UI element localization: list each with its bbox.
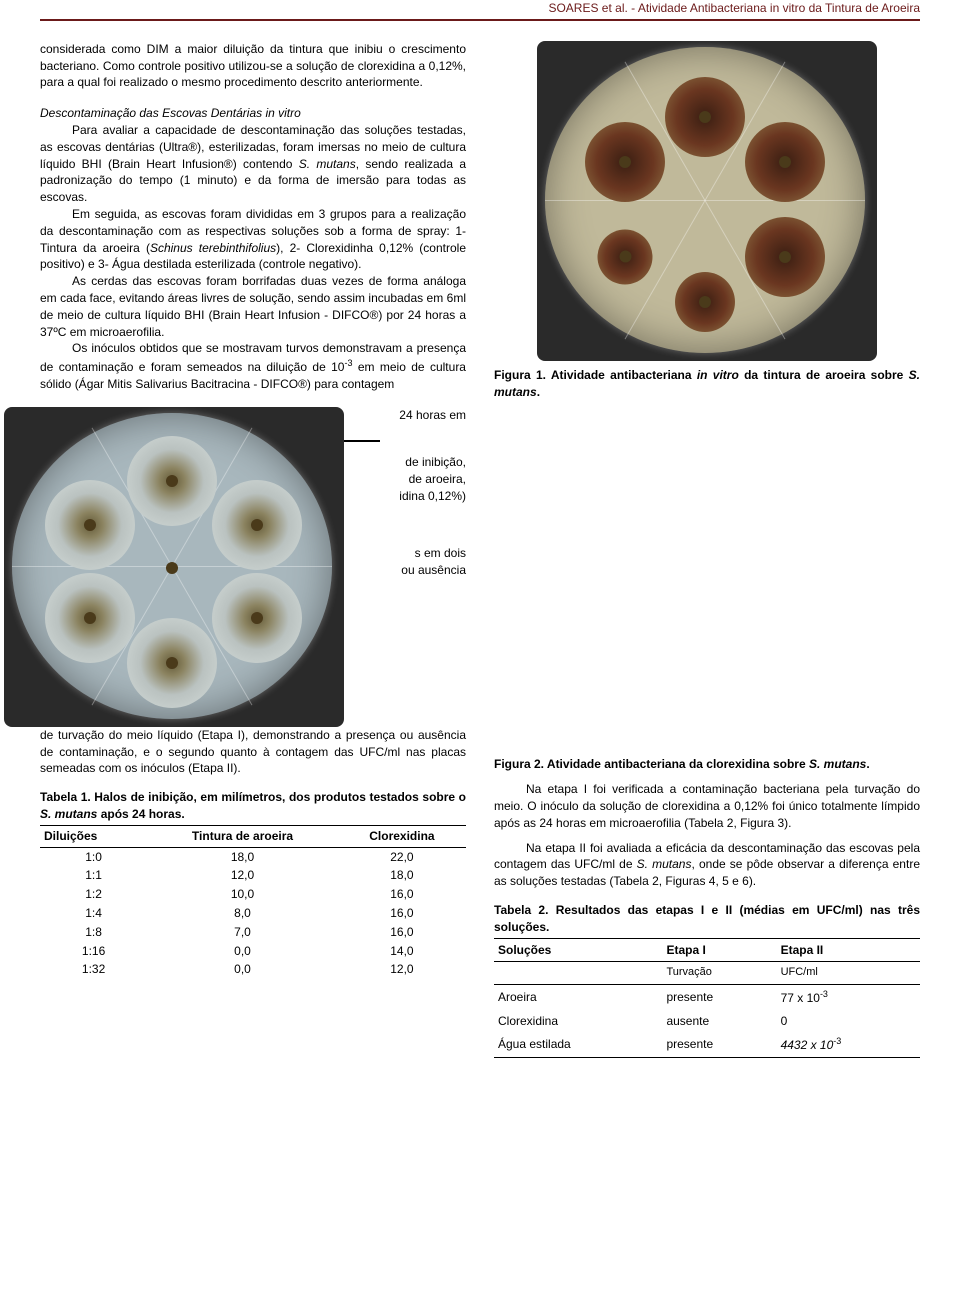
figure-2-petri [4, 407, 344, 727]
halo [212, 480, 302, 570]
halo [45, 573, 135, 663]
section-title-text: Descontaminação das Escovas Dentárias [40, 106, 265, 120]
halo [127, 618, 217, 708]
figure-1-caption: Figura 1. Atividade antibacteriana in vi… [494, 367, 920, 401]
running-header: SOARES et al. - Atividade Antibacteriana… [40, 0, 920, 21]
table-1-caption: Tabela 1. Halos de inibição, em milímetr… [40, 789, 466, 823]
well [619, 156, 631, 168]
center-well [166, 562, 178, 574]
obscured-fragment: 24 horas em [380, 407, 466, 424]
paragraph-decon-1: Para avaliar a capacidade de descontamin… [40, 122, 466, 206]
well [699, 111, 711, 123]
right-column: Figura 1. Atividade antibacteriana in vi… [494, 41, 920, 1058]
obscured-fragment: de aroeira, [380, 471, 466, 488]
halo [745, 217, 825, 297]
obscured-fragment: idina 0,12%) [380, 488, 466, 505]
halo [212, 573, 302, 663]
halo [45, 480, 135, 570]
halo [585, 122, 665, 202]
well [166, 475, 178, 487]
halo [127, 436, 217, 526]
well [779, 156, 791, 168]
halo [745, 122, 825, 202]
obscured-fragment: s em dois [380, 545, 466, 562]
t1-h3: Clorexidina [338, 825, 466, 847]
t1-h2: Tintura de aroeira [147, 825, 338, 847]
well [166, 657, 178, 669]
halo [598, 229, 653, 284]
figure-2-dish [12, 413, 332, 719]
right-paragraph-2: Na etapa II foi avaliada a eficácia da d… [494, 840, 920, 890]
main-columns: considerada como DIM a maior diluição da… [40, 41, 920, 1058]
well [84, 612, 96, 624]
paragraph-decon-2: Em seguida, as escovas foram divididas e… [40, 206, 466, 273]
right-paragraph-1: Na etapa I foi verificada a contaminação… [494, 781, 920, 831]
table-2: Soluções Etapa I Etapa II Turvação UFC/m… [494, 938, 920, 1059]
halo [665, 77, 745, 157]
t2-h3: Etapa II [777, 938, 920, 962]
obscured-fragment: de inibição, [380, 454, 466, 471]
table-2-caption: Tabela 2. Resultados das etapas I e II (… [494, 902, 920, 936]
well [779, 251, 791, 263]
well [699, 296, 711, 308]
halo [675, 272, 735, 332]
paragraph-intro: considerada como DIM a maior diluição da… [40, 41, 466, 91]
figure-2-caption: Figura 2. Atividade antibacteriana da cl… [494, 756, 920, 773]
figure-1-dish [545, 47, 865, 353]
well [251, 612, 263, 624]
paragraph-etapas: de turvação do meio líquido (Etapa I), d… [40, 727, 466, 777]
left-column: considerada como DIM a maior diluição da… [40, 41, 466, 1058]
figure-2-wrap: 24 horas em de inibição, de aroeira, idi… [40, 407, 466, 727]
section-title-decon: Descontaminação das Escovas Dentárias in… [40, 105, 466, 122]
t2-h2: Etapa I [662, 938, 776, 962]
paragraph-decon-4: Os inóculos obtidos que se mostravam tur… [40, 340, 466, 392]
t2-h1: Soluções [494, 938, 662, 962]
t1-body: 1:018,022,0 1:112,018,0 1:210,016,0 1:48… [40, 847, 466, 979]
figure-1-petri [537, 41, 877, 361]
well [619, 251, 631, 263]
section-title-em: in vitro [265, 106, 300, 120]
obscured-fragment: ou ausência [380, 562, 466, 579]
table-1: Diluições Tintura de aroeira Clorexidina… [40, 825, 466, 979]
well [84, 519, 96, 531]
well [251, 519, 263, 531]
t1-h1: Diluições [40, 825, 147, 847]
paragraph-decon-3: As cerdas das escovas foram borrifadas d… [40, 273, 466, 340]
